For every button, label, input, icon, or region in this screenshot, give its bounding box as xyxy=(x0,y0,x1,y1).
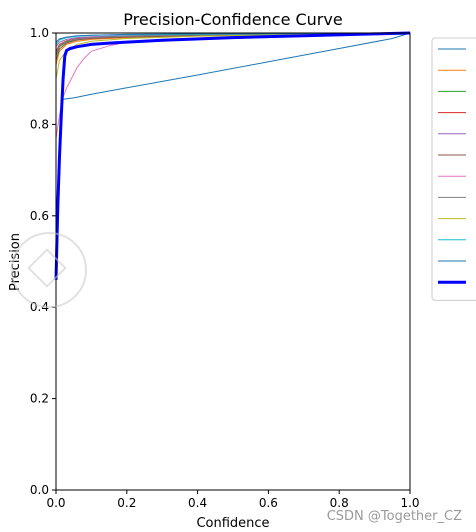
series-line-12 xyxy=(54,31,411,280)
y-tick-label: 0.0 xyxy=(30,483,49,497)
series-line-9 xyxy=(55,32,411,79)
watermark-circle-icon xyxy=(11,232,87,308)
x-tick-label: 1.0 xyxy=(400,496,419,510)
legend xyxy=(431,37,476,301)
plot-frame xyxy=(55,32,411,491)
y-tick-label: 1.0 xyxy=(30,26,49,40)
chart-title: Precision-Confidence Curve xyxy=(123,10,342,29)
x-axis-label: Confidence xyxy=(196,516,269,531)
x-tick-label: 0.4 xyxy=(188,496,207,510)
series-layer xyxy=(54,31,411,280)
y-tick-label: 0.8 xyxy=(30,117,49,131)
x-tick-label: 0.8 xyxy=(330,496,349,510)
series-line-11 xyxy=(55,32,411,43)
x-tick-label: 0.0 xyxy=(46,496,65,510)
y-tick-label: 0.6 xyxy=(30,209,49,223)
watermark-text: CSDN @Together_CZ xyxy=(326,509,462,524)
x-tick-label: 0.6 xyxy=(259,496,278,510)
axis-ticks: 0.0 0.2 0.4 0.6 0.8 1.00.00.20.40.60.81.0 xyxy=(30,26,420,510)
y-tick-label: 0.2 xyxy=(30,392,49,406)
legend-box xyxy=(431,37,476,301)
series-line-7 xyxy=(55,32,411,139)
series-line-1 xyxy=(63,32,411,100)
x-tick-label: 0.2 xyxy=(117,496,136,510)
